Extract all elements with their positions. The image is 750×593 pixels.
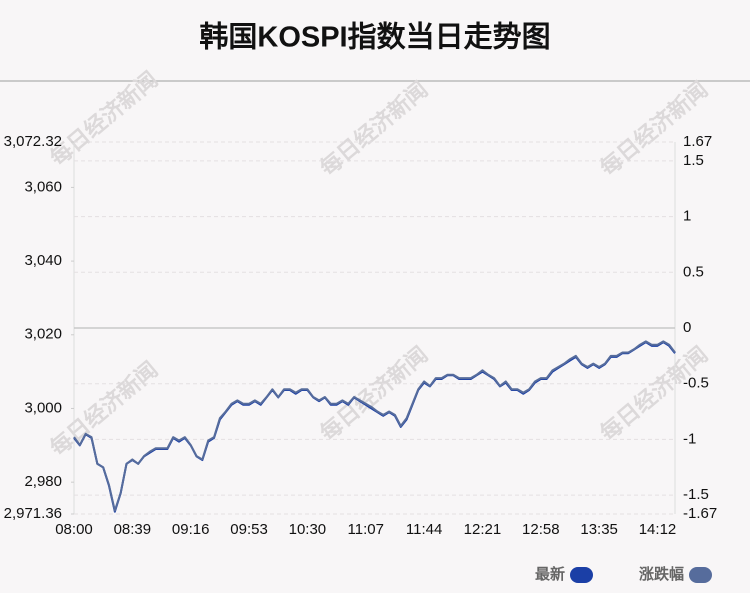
y-tick-label: 3,072.32 xyxy=(4,133,62,150)
y2-tick-label: 1.67 xyxy=(683,133,712,150)
watermark: 每日经济新闻 xyxy=(315,77,432,181)
x-tick-label: 11:07 xyxy=(348,521,384,538)
legend-label: 最新 xyxy=(535,565,565,583)
price-line xyxy=(73,340,676,512)
y2-tick-label: -1 xyxy=(683,430,696,447)
x-tick-label: 11:44 xyxy=(406,521,442,538)
watermark: 每日经济新闻 xyxy=(45,67,162,171)
y2-tick-label: 0 xyxy=(683,319,691,336)
x-tick-label: 12:58 xyxy=(522,521,560,538)
y2-tick-label: -1.67 xyxy=(683,505,717,522)
y-tick-label: 2,971.36 xyxy=(4,505,62,522)
legend-swatch xyxy=(689,567,712,583)
x-tick-label: 12:21 xyxy=(464,521,502,538)
y-tick-label: 2,980 xyxy=(24,473,62,490)
x-tick-label: 13:35 xyxy=(580,521,618,538)
y-tick-label: 3,020 xyxy=(24,326,62,343)
legend-swatch xyxy=(570,567,593,583)
x-tick-label: 14:12 xyxy=(639,521,677,538)
x-tick-label: 09:16 xyxy=(172,521,210,538)
legend-label: 涨跌幅 xyxy=(639,565,684,583)
y-tick-label: 3,060 xyxy=(24,178,62,195)
y2-tick-label: 1.5 xyxy=(683,152,704,169)
y2-tick-label: -1.5 xyxy=(683,486,709,503)
y-tick-label: 3,000 xyxy=(24,399,62,416)
y2-tick-label: 1 xyxy=(683,208,691,225)
y-tick-label: 3,040 xyxy=(24,252,62,269)
y2-tick-label: -0.5 xyxy=(683,375,709,392)
watermark: 每日经济新闻 xyxy=(45,357,162,461)
x-tick-label: 08:39 xyxy=(114,521,152,538)
x-tick-label: 08:00 xyxy=(55,521,93,538)
watermark: 每日经济新闻 xyxy=(315,342,432,446)
price-line xyxy=(73,341,676,513)
chart-title: 韩国KOSPI指数当日走势图 xyxy=(199,21,550,54)
x-tick-label: 09:53 xyxy=(230,521,268,538)
y2-tick-label: 0.5 xyxy=(683,263,704,280)
x-tick-label: 10:30 xyxy=(289,521,327,538)
